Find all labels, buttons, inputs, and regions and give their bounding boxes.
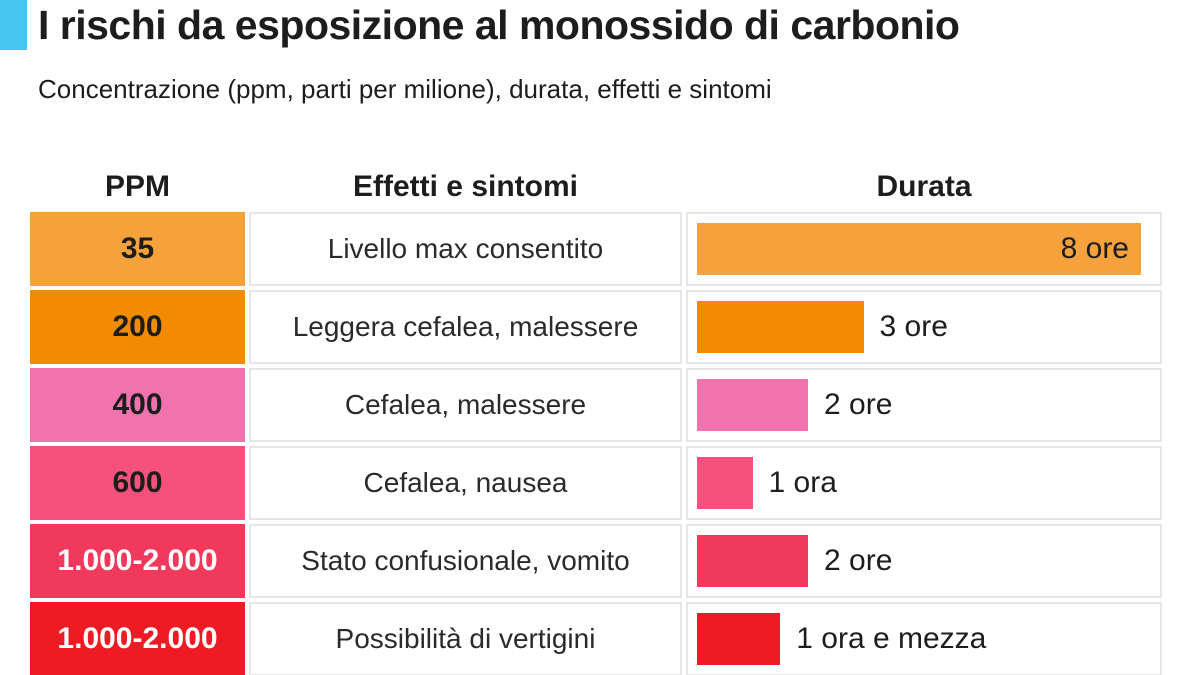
accent-square-icon	[0, 0, 27, 50]
page-title: I rischi da esposizione al monossido di …	[38, 2, 960, 48]
table-row: 400 Cefalea, malessere 2 ore	[30, 368, 1162, 442]
effect-cell: Possibilità di vertigini	[249, 602, 682, 675]
duration-bar	[697, 457, 753, 509]
duration-label: 8 ore	[1060, 232, 1129, 265]
column-header-duration: Durata	[876, 170, 972, 203]
duration-label: 3 ore	[879, 310, 948, 343]
duration-cell: 1 ora	[686, 446, 1162, 520]
duration-label: 2 ore	[824, 388, 893, 421]
ppm-cell: 200	[30, 290, 245, 364]
ppm-cell: 1.000-2.000	[30, 524, 245, 598]
duration-label: 1 ora e mezza	[796, 622, 987, 655]
ppm-cell: 400	[30, 368, 245, 442]
duration-bar	[697, 535, 808, 587]
effect-cell: Leggera cefalea, malessere	[249, 290, 682, 364]
duration-bar	[697, 613, 781, 665]
effect-cell: Stato confusionale, vomito	[249, 524, 682, 598]
effect-cell: Cefalea, nausea	[249, 446, 682, 520]
page-subtitle: Concentrazione (ppm, parti per milione),…	[38, 74, 772, 104]
table-body: 35 Livello max consentito 8 ore 200 Legg…	[30, 212, 1162, 675]
duration-cell: 2 ore	[686, 368, 1162, 442]
ppm-cell: 600	[30, 446, 245, 520]
table-row: 35 Livello max consentito 8 ore	[30, 212, 1162, 286]
column-header-effects: Effetti e sintomi	[352, 170, 578, 203]
ppm-cell: 1.000-2.000	[30, 602, 245, 675]
column-headers: PPM Effetti e sintomi Durata	[30, 168, 1162, 206]
duration-bar	[697, 379, 808, 431]
effect-cell: Cefalea, malessere	[249, 368, 682, 442]
duration-label: 1 ora	[768, 466, 837, 499]
duration-cell: 2 ore	[686, 524, 1162, 598]
duration-cell: 1 ora e mezza	[686, 602, 1162, 675]
table-row: 1.000-2.000 Stato confusionale, vomito 2…	[30, 524, 1162, 598]
duration-cell: 8 ore	[686, 212, 1162, 286]
duration-label: 2 ore	[824, 544, 893, 577]
title-block: I rischi da esposizione al monossido di …	[0, 0, 960, 50]
table-row: 1.000-2.000 Possibilità di vertigini 1 o…	[30, 602, 1162, 675]
duration-cell: 3 ore	[686, 290, 1162, 364]
table-row: 200 Leggera cefalea, malessere 3 ore	[30, 290, 1162, 364]
effect-cell: Livello max consentito	[249, 212, 682, 286]
duration-bar	[697, 301, 864, 353]
duration-bar: 8 ore	[697, 223, 1141, 275]
column-header-ppm: PPM	[104, 170, 170, 203]
ppm-cell: 35	[30, 212, 245, 286]
table-row: 600 Cefalea, nausea 1 ora	[30, 446, 1162, 520]
